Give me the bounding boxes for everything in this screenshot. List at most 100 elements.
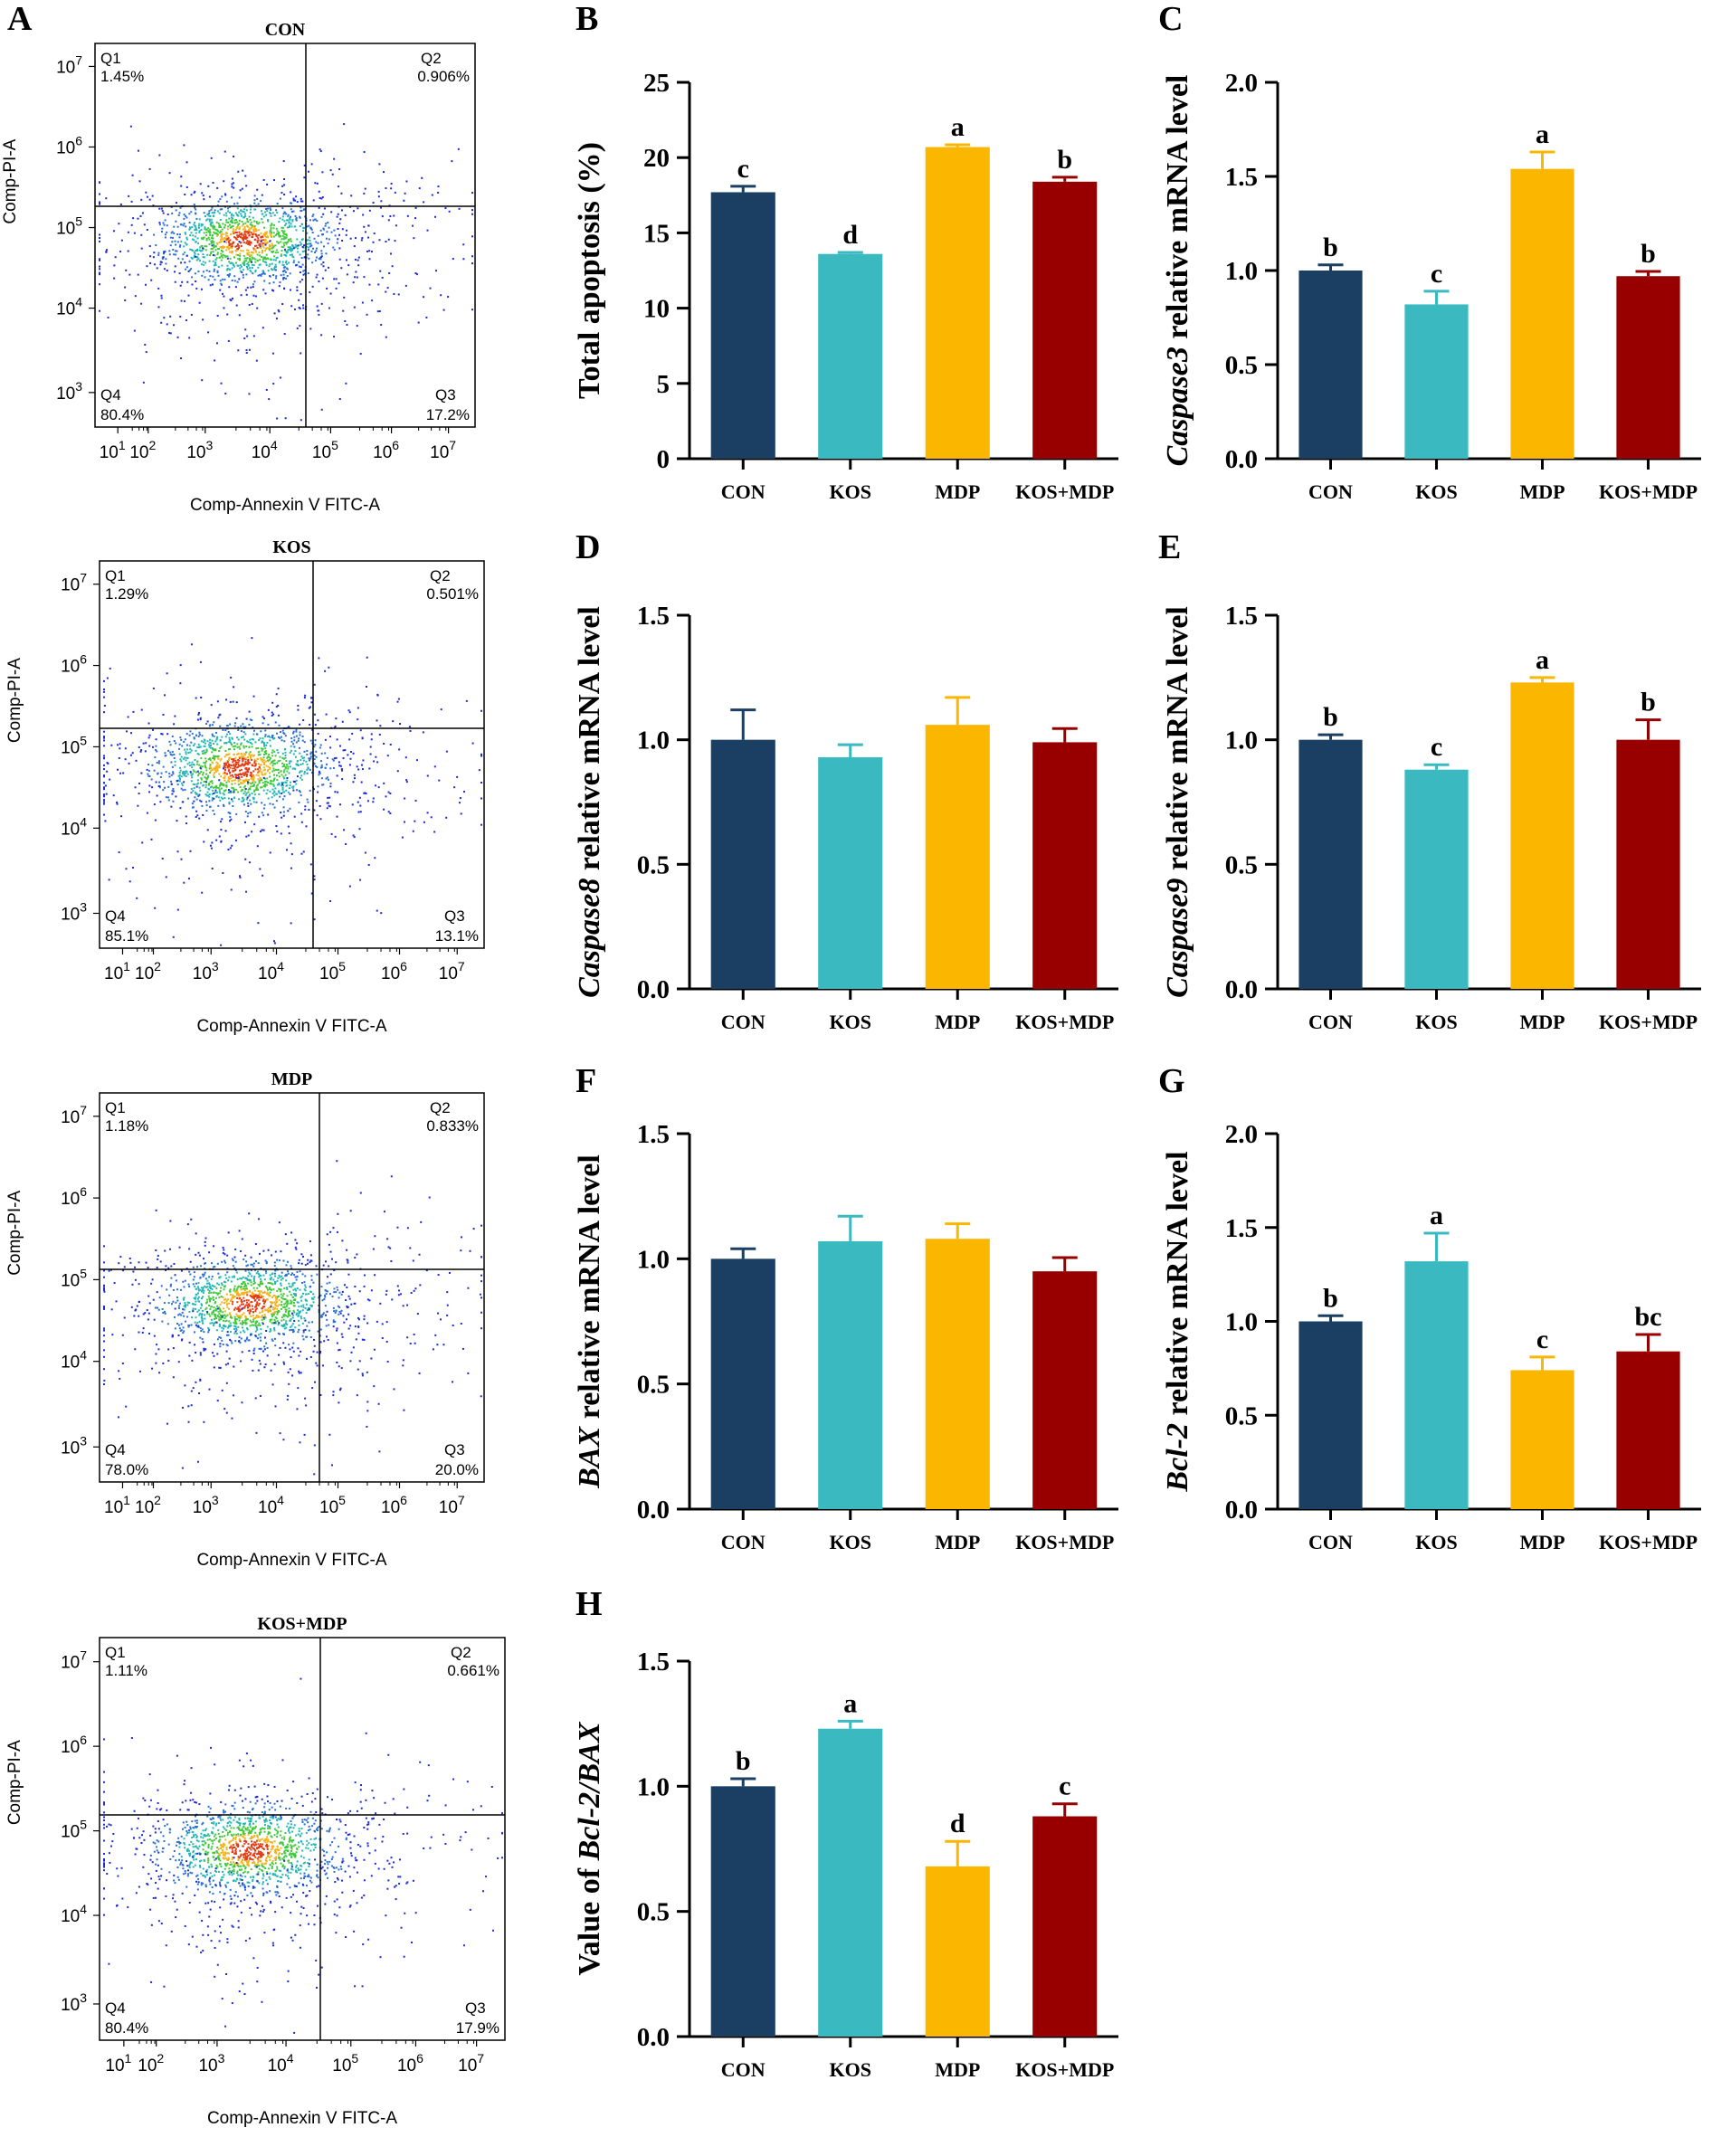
flow-event-dot bbox=[290, 1317, 292, 1320]
flow-event-dot bbox=[328, 226, 330, 229]
flow-event-dot bbox=[201, 804, 204, 807]
flow-event-dot bbox=[255, 230, 258, 233]
flow-event-dot bbox=[428, 1196, 431, 1199]
flow-event-dot bbox=[277, 1277, 280, 1279]
flow-event-dot bbox=[217, 1283, 220, 1286]
flow-event-dot bbox=[329, 746, 332, 749]
flow-event-dot bbox=[273, 255, 276, 258]
flow-event-dot bbox=[214, 209, 216, 212]
flow-event-dot bbox=[186, 756, 189, 759]
flow-event-dot bbox=[414, 217, 417, 220]
x-tick-label-b: MDP bbox=[935, 480, 980, 503]
flow-event-dot bbox=[304, 1286, 307, 1288]
flow-event-dot bbox=[259, 1294, 262, 1296]
flow-event-dot bbox=[281, 739, 283, 742]
flow-event-dot bbox=[178, 236, 181, 239]
flow-event-dot bbox=[200, 228, 203, 231]
flow-event-dot bbox=[301, 200, 304, 203]
flow-event-dot bbox=[243, 234, 245, 237]
flow-event-dot bbox=[103, 1287, 105, 1290]
flow-event-dot bbox=[246, 286, 249, 289]
flow-event-dot bbox=[345, 842, 347, 845]
flow-event-dot bbox=[289, 1348, 291, 1351]
flow-event-dot bbox=[274, 721, 277, 724]
flow-event-dot bbox=[138, 1261, 140, 1264]
flow-event-dot bbox=[238, 759, 241, 762]
flow-event-dot bbox=[328, 307, 330, 309]
y-tick-label-g: 0.5 bbox=[1225, 1401, 1258, 1430]
flow-event-dot bbox=[191, 732, 194, 735]
flow-event-dot bbox=[281, 1325, 284, 1328]
flow-event-dot bbox=[259, 1324, 262, 1326]
flow-event-dot bbox=[322, 227, 325, 230]
flow-event-dot bbox=[283, 732, 286, 735]
flow-event-dot bbox=[179, 758, 182, 761]
flow-event-dot bbox=[258, 1298, 261, 1301]
flow-event-dot bbox=[272, 784, 275, 786]
flow-event-dot bbox=[234, 1325, 237, 1328]
flow-event-dot bbox=[204, 1237, 207, 1239]
flow-event-dot bbox=[198, 249, 201, 252]
flow-event-dot bbox=[243, 1285, 245, 1287]
flow-event-dot bbox=[264, 1272, 267, 1275]
flow-event-dot bbox=[232, 242, 234, 245]
flow-event-dot bbox=[295, 1248, 298, 1250]
flow-event-dot bbox=[405, 779, 408, 782]
flow-event-dot bbox=[231, 786, 233, 789]
flow-event-dot bbox=[252, 1282, 255, 1285]
flow-event-dot bbox=[216, 315, 219, 318]
flow-event-dot bbox=[232, 800, 234, 803]
flow-event-dot bbox=[331, 173, 334, 176]
flow-event-dot bbox=[173, 753, 176, 755]
flow-event-dot bbox=[226, 257, 229, 260]
flow-event-dot bbox=[252, 1324, 255, 1326]
flow-event-dot bbox=[231, 1303, 233, 1306]
flow-event-dot bbox=[191, 1359, 194, 1362]
flow-event-dot bbox=[225, 754, 228, 756]
flow-event-dot bbox=[243, 821, 246, 823]
flow-event-dot bbox=[225, 741, 228, 744]
flow-event-dot bbox=[225, 269, 228, 271]
flow-event-dot bbox=[156, 750, 158, 753]
flow-event-dot bbox=[201, 750, 204, 753]
bar-f bbox=[710, 1258, 775, 1509]
flow-event-dot bbox=[318, 280, 320, 283]
flow-event-dot bbox=[213, 270, 215, 272]
flow-event-dot bbox=[206, 740, 209, 743]
flow-event-dot bbox=[264, 261, 267, 264]
flow-event-dot bbox=[228, 803, 231, 805]
flow-event-dot bbox=[178, 233, 181, 236]
flow-event-dot bbox=[253, 789, 256, 792]
flow-event-dot bbox=[300, 223, 303, 225]
flow-event-dot bbox=[232, 241, 234, 243]
flow-event-dot bbox=[269, 1306, 271, 1309]
flow-event-dot bbox=[237, 780, 240, 783]
y-tick-label-e: 0.0 bbox=[1225, 975, 1258, 1004]
flow-event-dot bbox=[228, 217, 231, 220]
flow-event-dot bbox=[471, 742, 474, 745]
flow-event-dot bbox=[213, 264, 215, 267]
flow-event-dot bbox=[231, 251, 233, 253]
flow-event-dot bbox=[249, 1295, 252, 1297]
flow-event-dot bbox=[233, 1317, 236, 1320]
flow-event-dot bbox=[207, 1329, 210, 1332]
flow-event-dot bbox=[289, 1329, 291, 1332]
flow-event-dot bbox=[243, 800, 245, 803]
flow-event-dot bbox=[209, 765, 212, 767]
y-axis-label-f: BAX relative mRNA level bbox=[573, 1154, 606, 1489]
flow-event-dot bbox=[349, 1210, 352, 1212]
flow-event-dot bbox=[271, 247, 273, 250]
flow-event-dot bbox=[296, 238, 299, 241]
flow-event-dot bbox=[189, 751, 192, 754]
flow-event-dot bbox=[405, 180, 408, 183]
tick-exponent: 3 bbox=[205, 438, 213, 452]
flow-event-dot bbox=[220, 1317, 223, 1320]
flow-event-dot bbox=[253, 244, 256, 247]
flow-event-dot bbox=[261, 273, 263, 276]
flow-event-dot bbox=[227, 792, 230, 794]
flow-event-dot bbox=[296, 327, 299, 329]
flow-event-dot bbox=[261, 1296, 263, 1298]
flow-event-dot bbox=[271, 760, 273, 763]
flow-event-dot bbox=[230, 226, 233, 229]
